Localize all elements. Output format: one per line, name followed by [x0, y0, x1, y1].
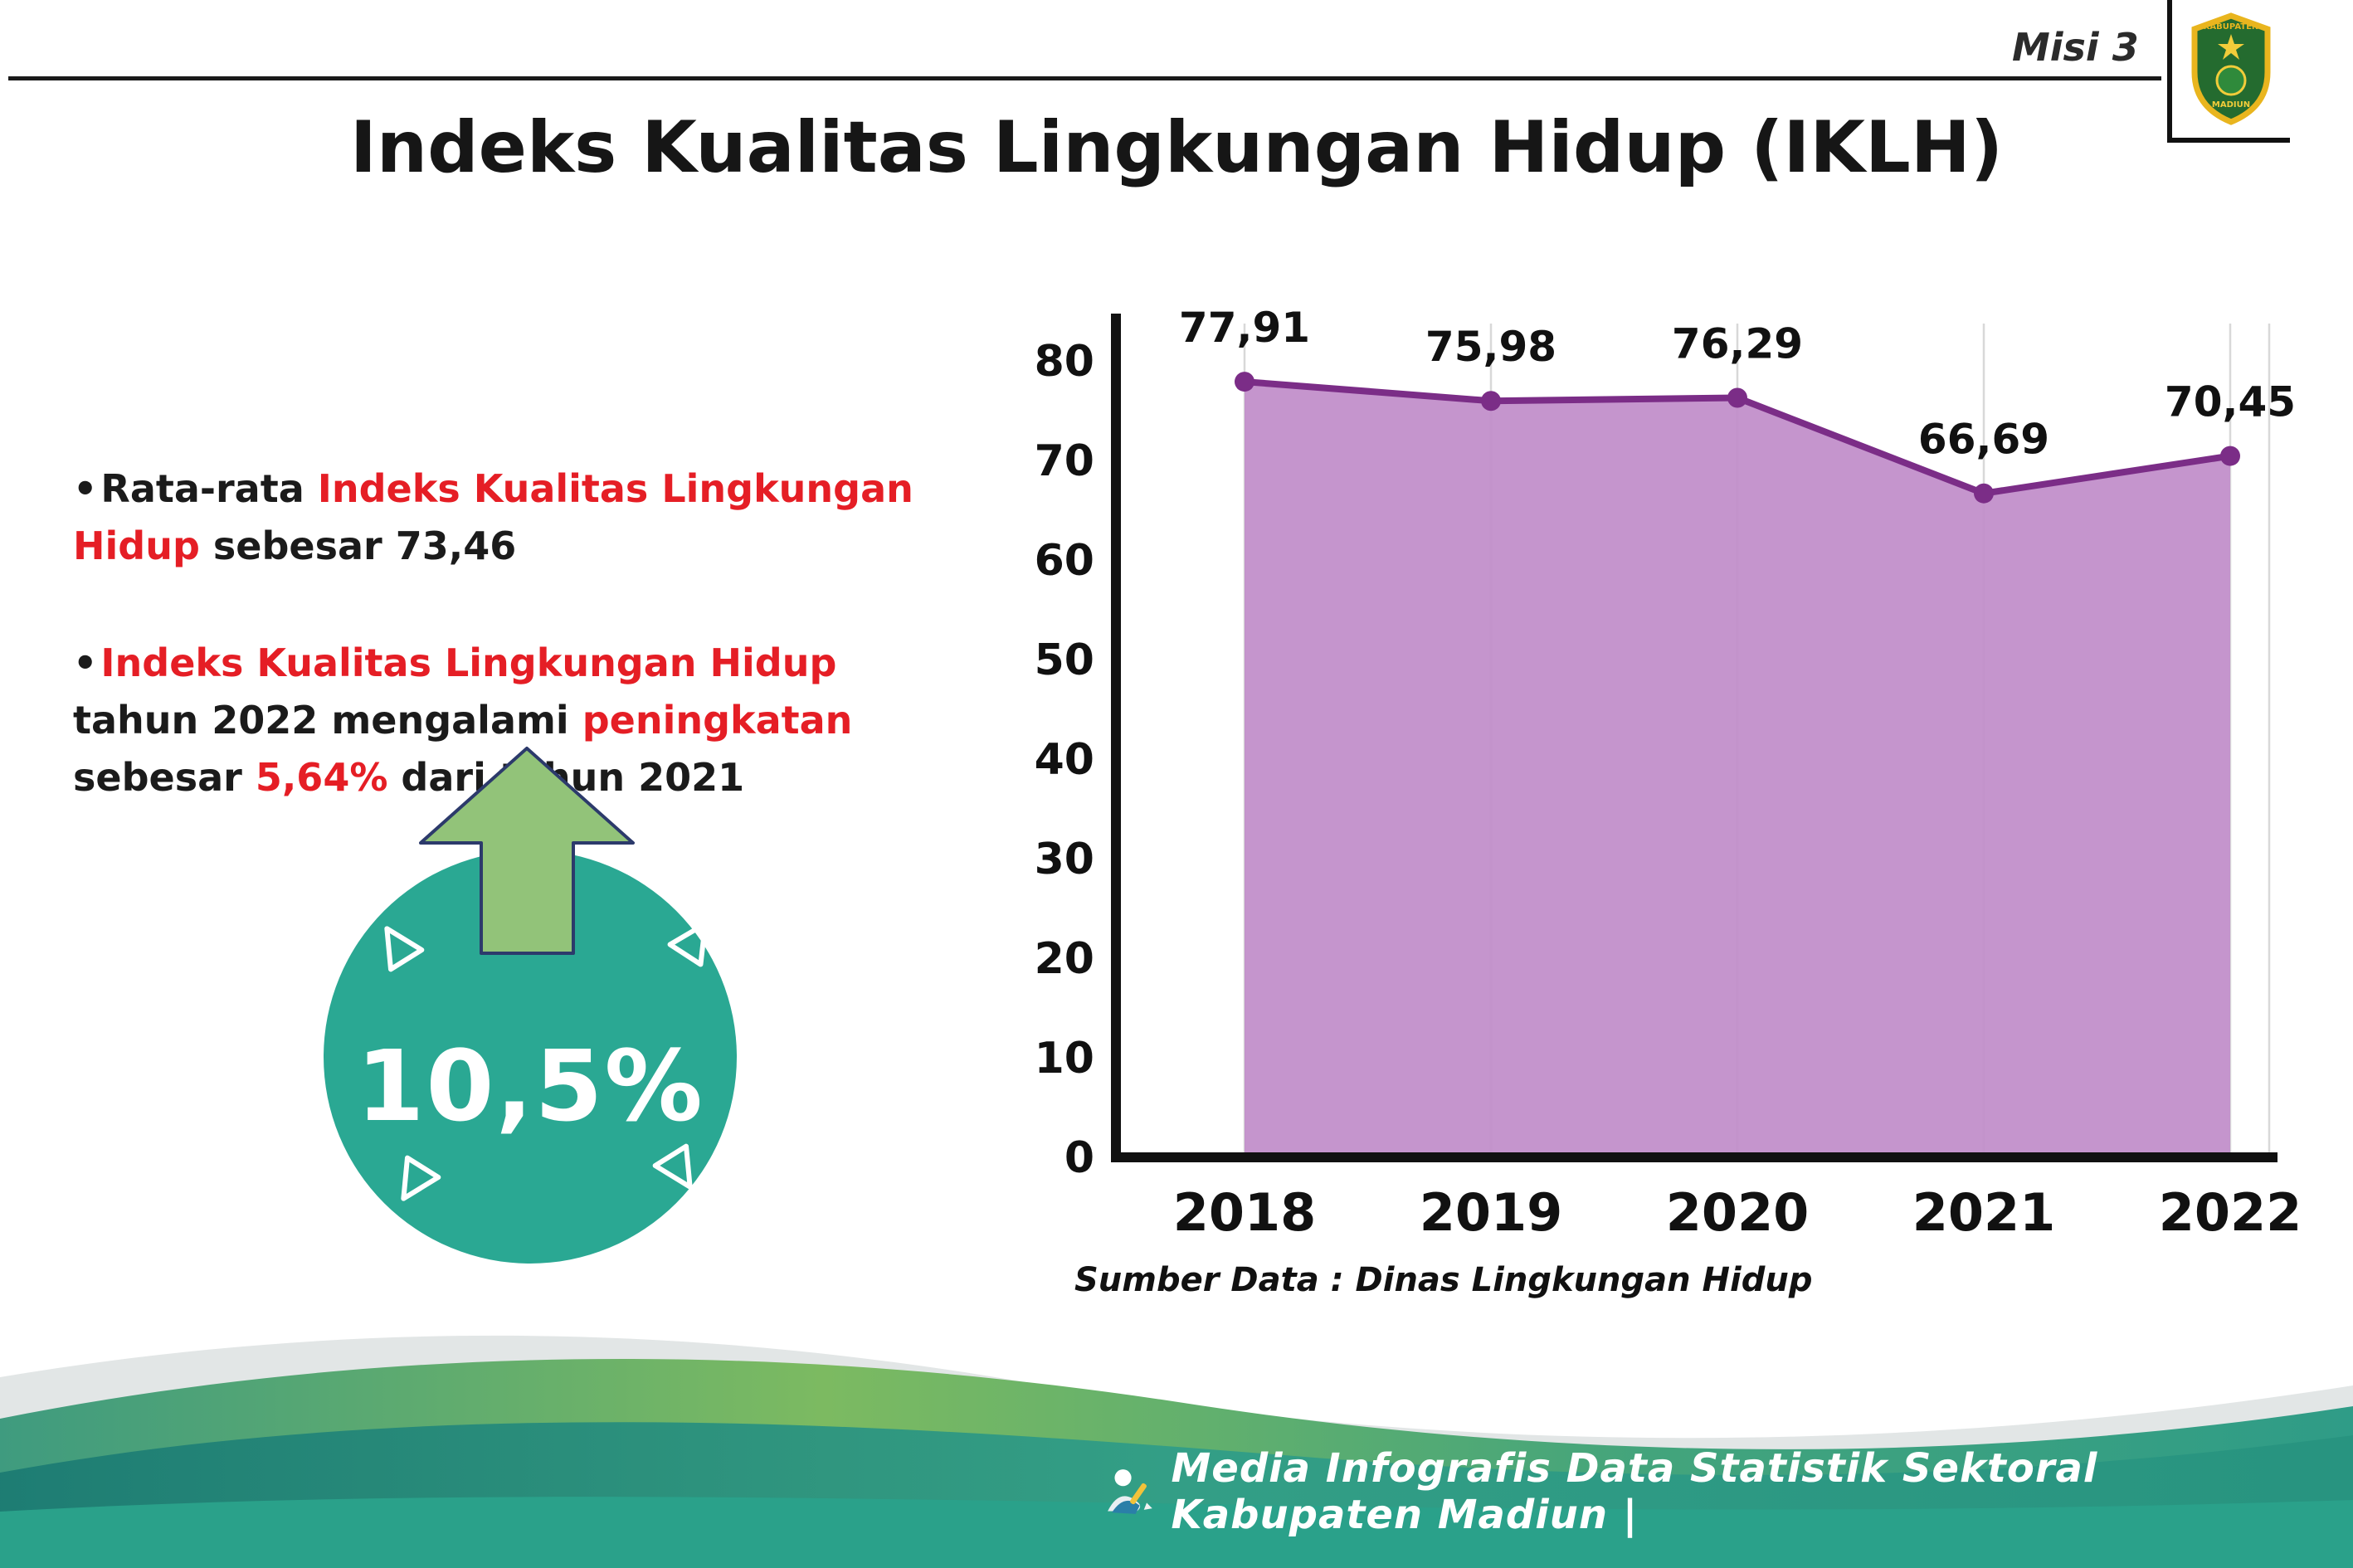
chevron-decoration: [667, 921, 708, 967]
svg-text:60: 60: [1035, 536, 1094, 586]
iklh-area-chart-svg: 77,91 75,98 76,29 66,69 70,45 0 10 20 30 40 50 60 70…: [1035, 304, 2302, 1243]
svg-text:50: 50: [1035, 635, 1094, 685]
svg-text:MADIUN: MADIUN: [2212, 100, 2250, 110]
kabupaten-madiun-logo: MADIUN KABUPATEN: [2167, 0, 2290, 143]
header-rule: [8, 76, 2161, 80]
svg-text:2020: 2020: [1666, 1182, 1810, 1243]
footer-credit: Media Infografis Data Statistik Sektoral…: [1171, 1445, 2098, 1538]
svg-text:75,98: 75,98: [1425, 323, 1556, 371]
source-note: Sumber Data : Dinas Lingkungan Hidup: [1074, 1261, 1813, 1299]
footer-waves: [0, 1335, 2353, 1568]
svg-text:0: 0: [1064, 1133, 1094, 1183]
svg-text:66,69: 66,69: [1918, 416, 2049, 464]
svg-text:20: 20: [1035, 934, 1094, 984]
svg-text:70,45: 70,45: [2165, 378, 2296, 426]
increase-badge: 10,5%: [324, 850, 737, 1264]
summary-bullets: Rata-rata Indeks Kualitas Lingkungan Hid…: [73, 460, 969, 866]
svg-text:40: 40: [1035, 735, 1094, 785]
svg-text:10: 10: [1035, 1034, 1094, 1083]
chevron-decoration: [384, 926, 425, 972]
svg-text:2022: 2022: [2159, 1182, 2302, 1243]
chevron-decoration: [401, 1155, 441, 1201]
increase-badge-value: 10,5%: [356, 1029, 704, 1143]
svg-text:77,91: 77,91: [1179, 304, 1310, 352]
chevron-decoration: [652, 1143, 693, 1190]
svg-text:2019: 2019: [1420, 1182, 1563, 1243]
shield-icon: MADIUN KABUPATEN: [2191, 12, 2271, 125]
arrow-up-icon: [419, 747, 635, 955]
svg-text:70: 70: [1035, 436, 1094, 486]
misi-label: Misi 3: [2012, 25, 2139, 70]
bullet-average-iklh: Rata-rata Indeks Kualitas Lingkungan Hid…: [73, 460, 969, 575]
svg-text:KABUPATEN: KABUPATEN: [2204, 22, 2259, 32]
bullet-increase-2022: Indeks Kualitas Lingkungan Hidup tahun 2…: [73, 635, 969, 806]
iklh-area-chart: 77,91 75,98 76,29 66,69 70,45 0 10 20 30 40 50 60 70…: [1029, 290, 2323, 1294]
writer-icon: [1108, 1469, 1152, 1514]
page-title: Indeks Kualitas Lingkungan Hidup (IKLH): [349, 106, 2004, 189]
svg-text:76,29: 76,29: [1672, 320, 1803, 368]
svg-text:80: 80: [1035, 337, 1094, 387]
svg-text:2018: 2018: [1173, 1182, 1317, 1243]
svg-text:2021: 2021: [1912, 1182, 2056, 1243]
footer: Media Infografis Data Statistik Sektoral…: [1099, 1445, 2353, 1538]
svg-text:30: 30: [1035, 835, 1094, 884]
